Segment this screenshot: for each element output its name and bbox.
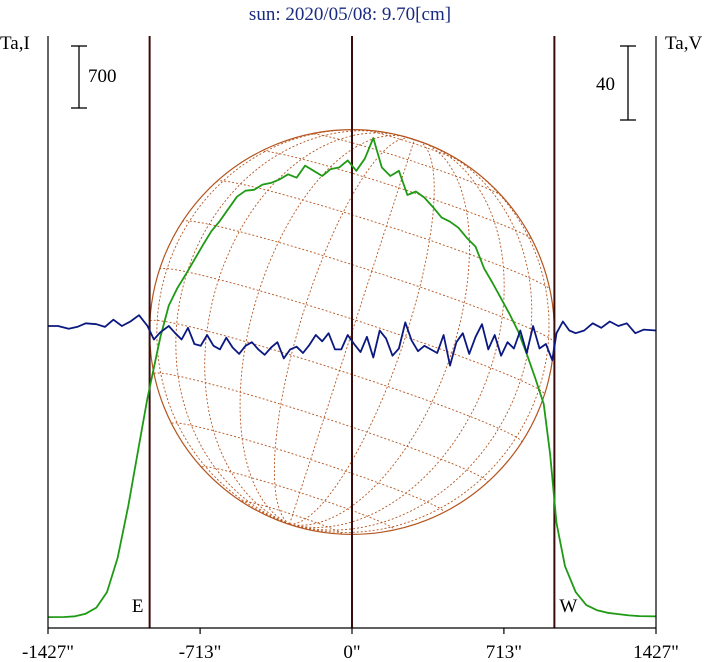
- latitude-line: [153, 372, 488, 483]
- latitude-line: [201, 466, 395, 530]
- x-tick-label: -713": [179, 642, 222, 662]
- x-tick-label: 713": [486, 642, 522, 662]
- chart-title: sun: 2020/05/08: 9.70[cm]: [249, 4, 451, 25]
- longitude-line: [289, 139, 415, 525]
- longitude-line: [289, 139, 505, 528]
- left-axis-label: Ta,I: [0, 33, 30, 54]
- stokes-v-line: [48, 314, 657, 367]
- latitude-line: [171, 422, 445, 513]
- latitude-line: [241, 500, 342, 534]
- solar-disk: [149, 129, 555, 535]
- latitude-line: [181, 220, 555, 343]
- x-tick-label: -1427": [22, 642, 74, 662]
- longitude-line: [273, 137, 415, 525]
- right-scale-bar: 40: [596, 45, 636, 121]
- right-axis-label: Ta,V: [665, 33, 702, 54]
- longitude-line: [156, 129, 415, 525]
- latitude-line: [216, 180, 551, 291]
- longitude-line: [289, 139, 533, 531]
- x-tick-label: 0": [343, 642, 360, 662]
- longitude-line: [289, 139, 470, 526]
- limb-label: E: [132, 596, 144, 617]
- series-layer: [47, 137, 657, 618]
- longitude-line: [239, 135, 415, 525]
- left-scale-bar-value: 700: [88, 66, 117, 87]
- left-scale-bar: 700: [71, 45, 117, 109]
- x-axis-ticks: -1427" -713" 0" 713" 1427": [22, 628, 679, 662]
- x-tick-label: 1427": [633, 642, 679, 662]
- longitude-line: [289, 139, 435, 525]
- longitude-line: [175, 130, 415, 525]
- longitude-line: [204, 132, 415, 525]
- right-scale-bar-value: 40: [596, 74, 615, 95]
- longitude-line: [289, 139, 550, 533]
- limb-label: W: [559, 596, 577, 617]
